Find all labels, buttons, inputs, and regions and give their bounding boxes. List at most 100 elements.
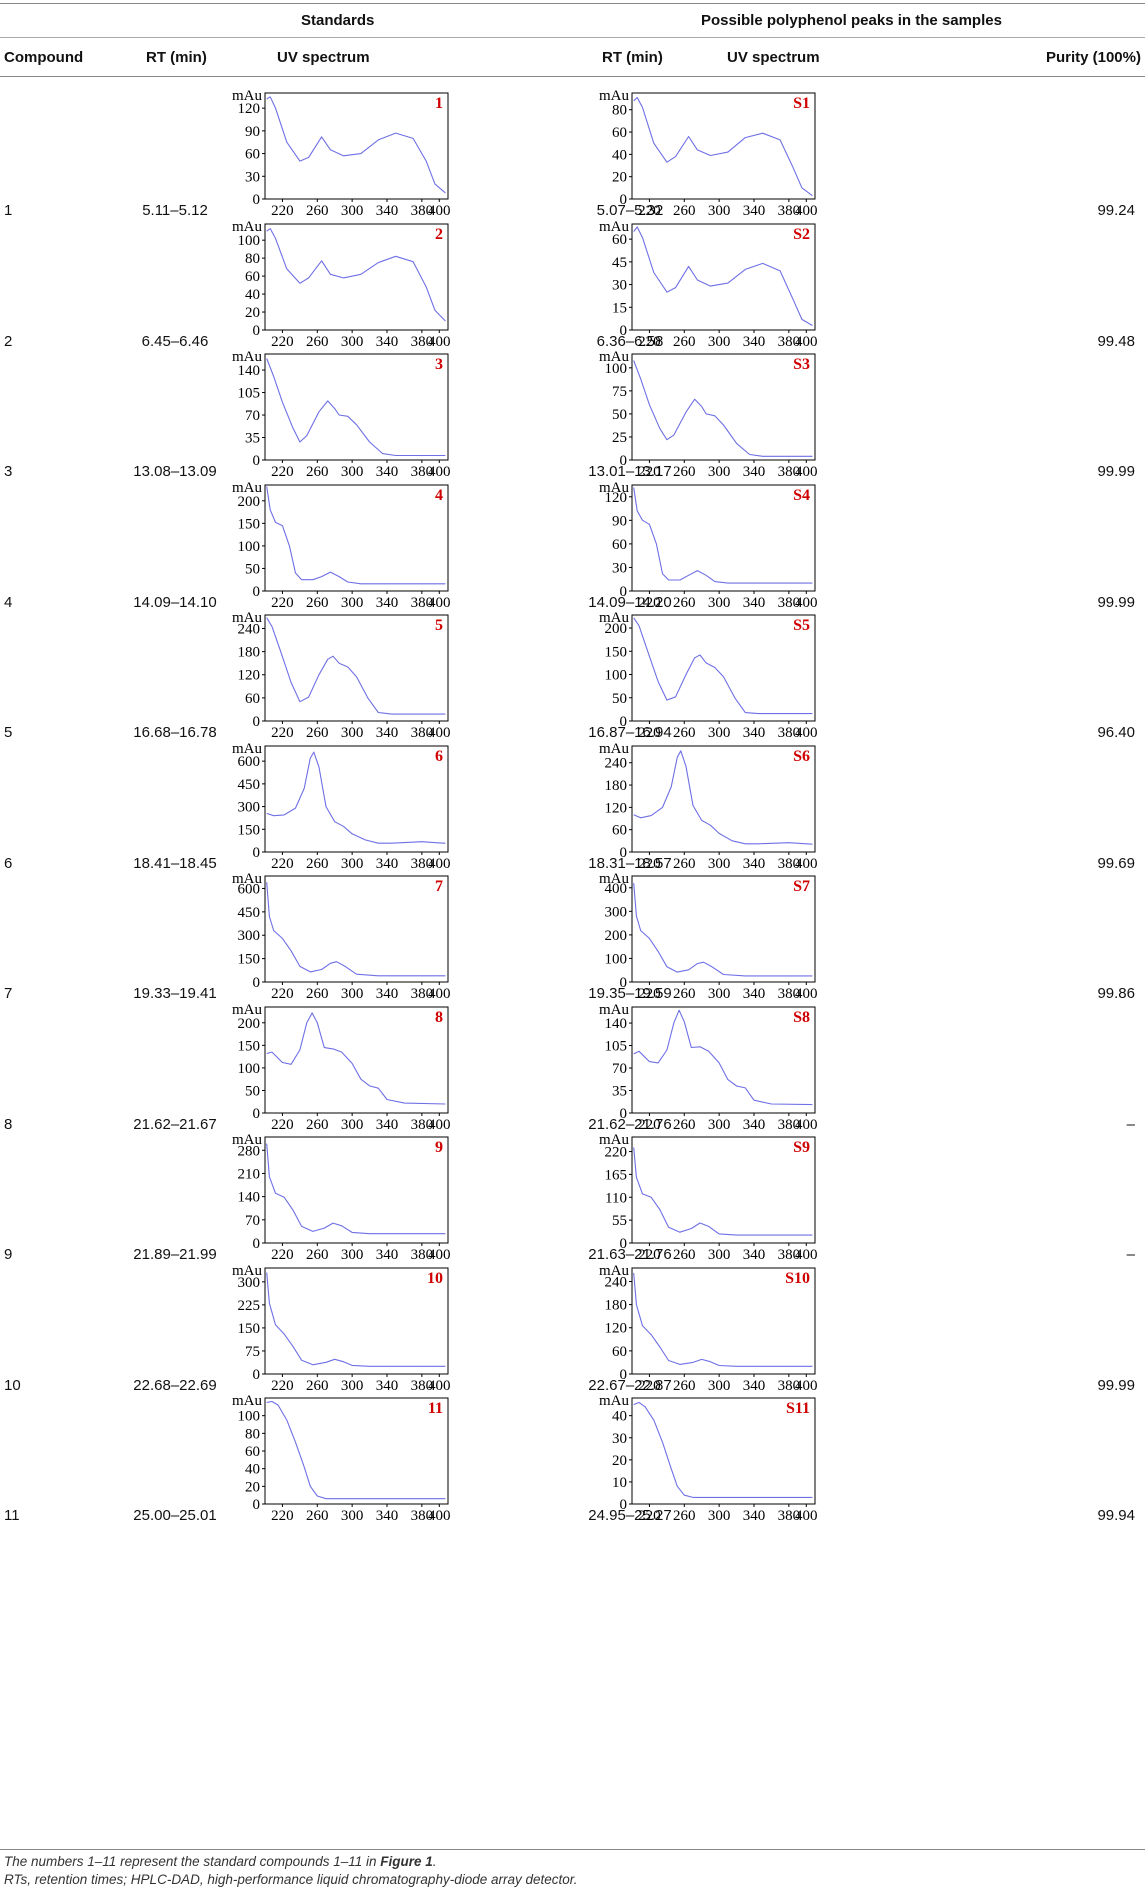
spectrum-label: 2 (435, 226, 443, 243)
x-tick-label: 220 (638, 1508, 661, 1524)
y-tick-label: 0 (620, 584, 628, 600)
x-tick-label: 300 (341, 203, 364, 219)
y-tick-label: 0 (620, 714, 628, 730)
x-tick-label: 400 (795, 334, 818, 350)
x-tick-label: 340 (376, 464, 399, 480)
x-tick-label: 300 (708, 1247, 731, 1263)
footnote-1-end: . (432, 1854, 437, 1869)
rt-sample: 13.01–13.17 (588, 463, 672, 480)
x-tick-label: 340 (376, 1378, 399, 1394)
y-tick-label: 120 (605, 489, 628, 505)
plot-frame (264, 223, 449, 330)
spectrum-label: S9 (793, 1139, 810, 1156)
y-unit-label: mAu (232, 480, 263, 496)
x-tick-label: 400 (795, 1508, 818, 1524)
x-tick-label: 220 (271, 203, 294, 219)
y-tick-label: 400 (605, 881, 628, 897)
spectrum-line (266, 1011, 446, 1105)
purity-value: 99.99 (1097, 1376, 1135, 1394)
y-tick-label: 600 (238, 881, 261, 897)
x-tick-label: 380 (411, 725, 434, 741)
plot-frame (264, 745, 449, 852)
plot-frame (264, 353, 449, 461)
x-tick-label: 220 (271, 595, 294, 611)
group-rule (0, 37, 1145, 38)
plot-frame (631, 1006, 816, 1113)
x-tick-label: 300 (708, 856, 731, 872)
y-unit-label: mAu (599, 1002, 630, 1018)
y-tick-label: 100 (605, 668, 628, 684)
y-tick-label: 180 (238, 645, 261, 661)
x-tick-label: 260 (306, 1508, 329, 1524)
y-tick-label: 60 (612, 822, 627, 838)
y-tick-label: 600 (238, 754, 261, 770)
y-tick-label: 0 (620, 192, 628, 208)
x-tick-label: 340 (376, 334, 399, 350)
y-tick-label: 0 (253, 584, 261, 600)
spectrum-line (266, 1143, 446, 1235)
x-tick-label: 260 (673, 334, 696, 350)
purity-value: 99.69 (1097, 854, 1135, 872)
spectrum-label: 4 (435, 487, 443, 504)
x-tick-label: 260 (673, 986, 696, 1002)
x-tick-label: 340 (743, 203, 766, 219)
x-tick-label: 300 (341, 856, 364, 872)
purity-value: 99.99 (1097, 463, 1135, 480)
y-unit-label: mAu (599, 88, 630, 104)
y-tick-label: 60 (245, 691, 260, 707)
spectrum-label: S11 (786, 1400, 810, 1417)
x-tick-label: 380 (411, 986, 434, 1002)
spectrum-label: S4 (793, 487, 810, 504)
plot-frame (631, 223, 816, 330)
spectrum-line (266, 358, 446, 457)
x-tick-label: 260 (673, 725, 696, 741)
purity-value: 96.40 (1097, 724, 1135, 741)
y-tick-label: 35 (245, 431, 260, 447)
spectrum-line (266, 227, 446, 321)
x-tick-label: 300 (708, 1117, 731, 1133)
spectrum-line (633, 486, 813, 584)
y-unit-label: mAu (232, 1002, 263, 1018)
y-tick-label: 0 (253, 453, 261, 469)
y-tick-label: 300 (238, 928, 261, 944)
spectrum-label: 3 (435, 356, 443, 373)
y-unit-label: mAu (599, 1132, 630, 1148)
spectrum-line (633, 360, 813, 457)
y-unit-label: mAu (599, 1263, 630, 1279)
compound-number: 7 (4, 985, 13, 1002)
y-tick-label: 20 (245, 305, 260, 321)
y-tick-label: 165 (605, 1167, 628, 1183)
plot-frame (631, 92, 816, 200)
y-tick-label: 300 (238, 1274, 261, 1290)
y-tick-label: 0 (620, 453, 628, 469)
plot-frame (264, 1136, 449, 1244)
y-tick-label: 70 (612, 1061, 627, 1077)
y-tick-label: 35 (612, 1083, 627, 1099)
y-unit-label: mAu (232, 741, 263, 757)
spectrum-line (266, 617, 446, 715)
purity-value: 99.48 (1097, 332, 1135, 350)
y-tick-label: 200 (238, 1015, 261, 1031)
y-tick-label: 50 (612, 691, 627, 707)
x-tick-label: 380 (411, 595, 434, 611)
x-tick-label: 380 (778, 1378, 801, 1394)
y-tick-label: 120 (238, 668, 261, 684)
y-tick-label: 50 (245, 1083, 260, 1099)
x-tick-label: 300 (708, 334, 731, 350)
y-tick-label: 140 (238, 363, 261, 379)
x-tick-label: 340 (376, 203, 399, 219)
figure-ref: Figure 1 (380, 1854, 433, 1869)
y-tick-label: 210 (238, 1166, 261, 1182)
x-tick-label: 400 (428, 986, 451, 1002)
y-unit-label: mAu (232, 610, 263, 626)
col-purity-header: Purity (100%) (1045, 49, 1141, 66)
x-tick-label: 260 (673, 203, 696, 219)
y-unit-label: mAu (232, 1132, 263, 1148)
